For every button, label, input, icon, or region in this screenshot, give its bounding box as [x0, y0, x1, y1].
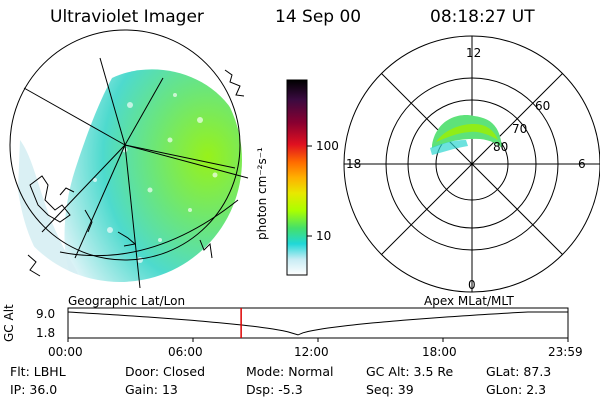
info-gc-alt-key: GC Alt:: [366, 364, 410, 379]
info-ip: IP: 36.0: [10, 382, 57, 397]
colorbar-units-label: photon cm⁻²s⁻¹: [255, 147, 269, 240]
info-glat: GLat: 87.3: [486, 364, 551, 379]
timeline-left-title: Geographic Lat/Lon: [68, 294, 186, 308]
info-glat-key: GLat:: [486, 364, 520, 379]
info-seq-key: Seq:: [366, 382, 394, 397]
info-glat-value: 87.3: [523, 364, 552, 379]
info-flt-key: Flt:: [10, 364, 30, 379]
mlt-label-12: 12: [466, 46, 482, 60]
info-gc-alt-value: 3.5 Re: [413, 364, 454, 379]
timeline-y-axis-label: GC Alt: [2, 304, 16, 342]
date-label: 14 Sep 00: [275, 7, 362, 27]
info-gain-value: 13: [161, 382, 178, 397]
polar-aurora: [430, 115, 502, 155]
info-flt: Flt: LBHL: [10, 364, 66, 379]
info-door: Door: Closed: [125, 364, 205, 379]
geographic-image: [9, 29, 249, 289]
image-speckle: [93, 93, 218, 263]
timeline-plot: [67, 307, 569, 342]
colorbar-tick-100: 100: [316, 139, 339, 153]
info-door-value: Closed: [163, 364, 206, 379]
mlat-label-80: 80: [493, 140, 509, 154]
info-flt-value: LBHL: [33, 364, 66, 379]
polar-plot: [343, 35, 600, 293]
timeline-x-tick-1800: 18:00: [422, 345, 457, 359]
timeline-x-tick-0600: 06:00: [168, 345, 203, 359]
info-glon-value: 2.3: [526, 382, 547, 397]
info-gc-alt: GC Alt: 3.5 Re: [366, 364, 453, 379]
info-ip-value: 36.0: [29, 382, 58, 397]
info-gain: Gain: 13: [125, 382, 178, 397]
info-dsp: Dsp: -5.3: [246, 382, 303, 397]
colorbar-tick-10: 10: [316, 229, 332, 243]
mlt-label-0: 0: [468, 278, 476, 292]
timeline-x-tick-2359: 23:59: [548, 345, 583, 359]
colorbar: [286, 79, 312, 276]
info-glon-key: GLon:: [486, 382, 523, 397]
info-dsp-value: -5.3: [278, 382, 303, 397]
timeline-x-tick-1200: 12:00: [294, 345, 329, 359]
mlt-label-18: 18: [346, 157, 362, 171]
info-mode: Mode: Normal: [246, 364, 334, 379]
info-glon: GLon: 2.3: [486, 382, 546, 397]
instrument-title: Ultraviolet Imager: [50, 7, 204, 27]
mlt-label-6: 6: [578, 157, 586, 171]
mlat-label-60: 60: [535, 99, 551, 113]
info-ip-key: IP:: [10, 382, 26, 397]
info-seq-value: 39: [397, 382, 414, 397]
info-mode-value: Normal: [288, 364, 334, 379]
timeline-y-tick-high: 9.0: [36, 307, 56, 321]
timeline-y-tick-low: 1.8: [36, 326, 56, 340]
info-door-key: Door:: [125, 364, 160, 379]
info-mode-key: Mode:: [246, 364, 285, 379]
info-seq: Seq: 39: [366, 382, 414, 397]
timeline-right-title: Apex MLat/MLT: [424, 294, 514, 308]
info-dsp-key: Dsp:: [246, 382, 275, 397]
timeline-x-tick-0000: 00:00: [48, 345, 83, 359]
info-gain-key: Gain:: [125, 382, 158, 397]
mlat-label-70: 70: [512, 122, 528, 136]
time-label: 08:18:27 UT: [430, 7, 535, 27]
